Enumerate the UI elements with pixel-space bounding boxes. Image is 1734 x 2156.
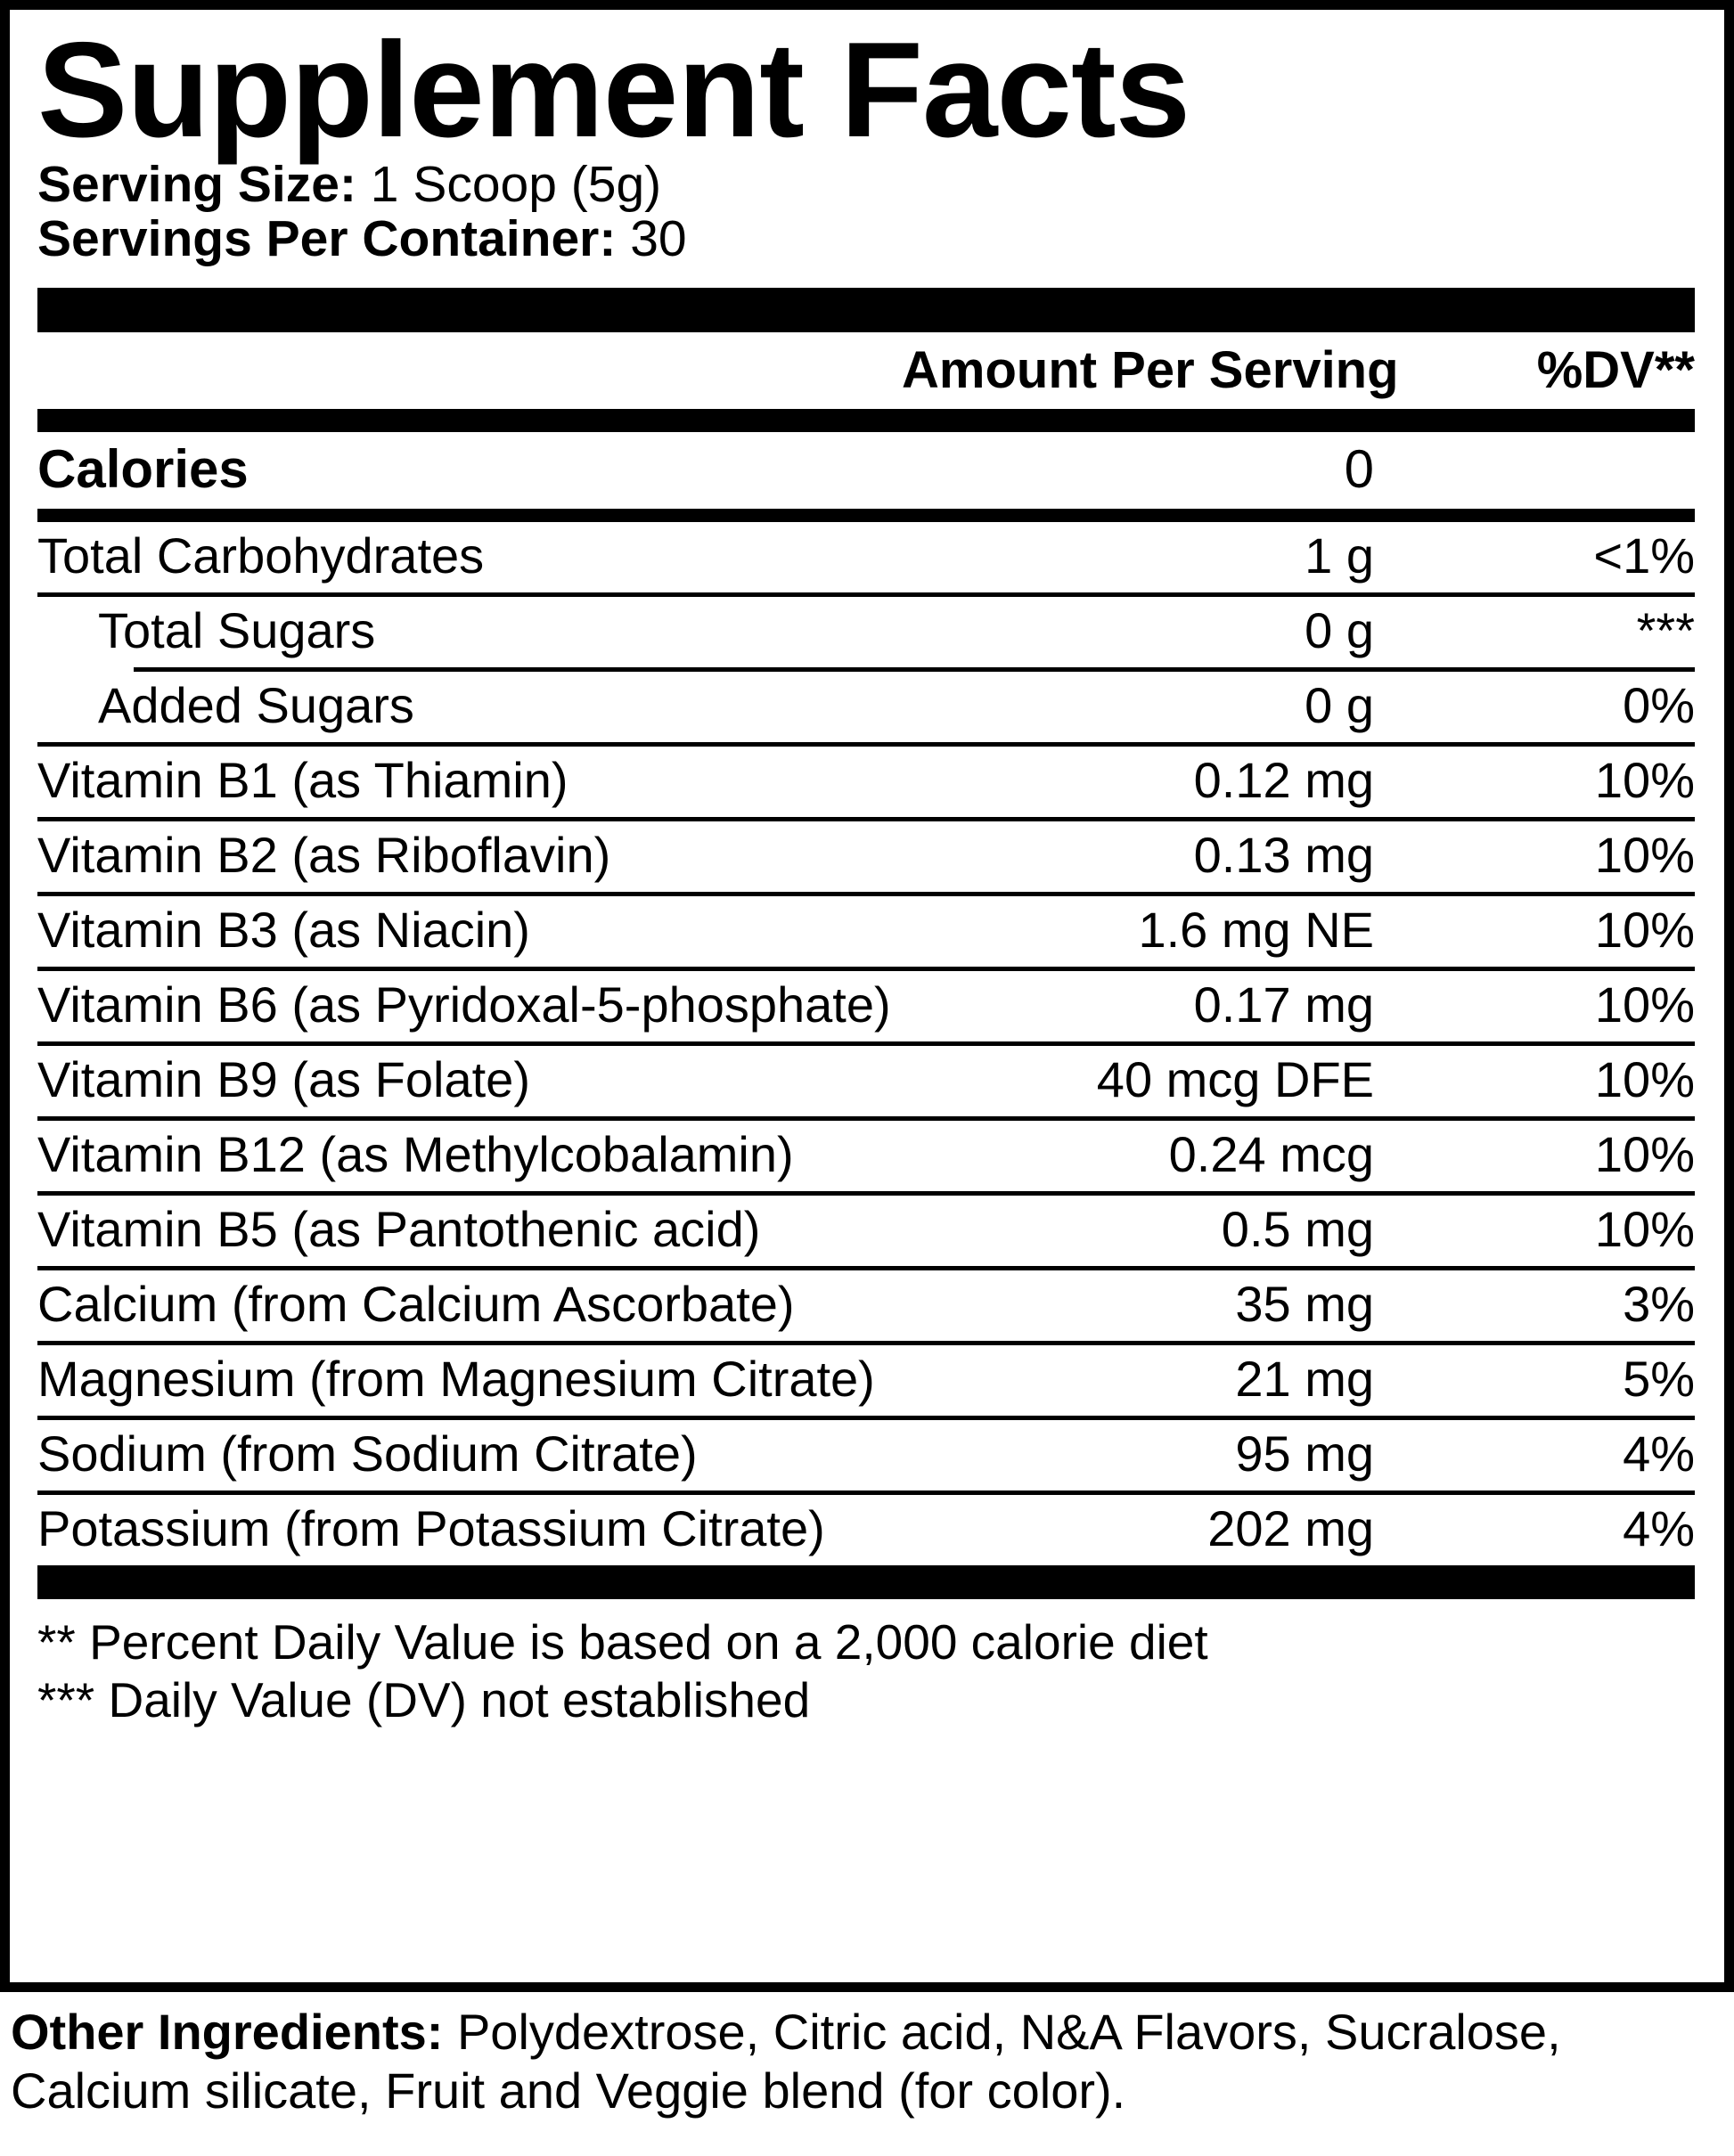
other-ingredients-label: Other Ingredients: (11, 2004, 444, 2060)
row-divider (37, 1415, 1695, 1420)
nutrient-name: Calcium (from Calcium Ascorbate) (37, 1275, 795, 1332)
row-divider (37, 1190, 1695, 1196)
nutrient-dv: 10% (1594, 1050, 1695, 1107)
row-divider (37, 966, 1695, 971)
nutrient-dv: 4% (1623, 1425, 1695, 1482)
table-row: Vitamin B1 (as Thiamin) 0.12 mg 10% (37, 747, 1695, 817)
other-ingredients-text: Polydextrose, Citric acid, N&A Flavors, … (11, 2004, 1561, 2119)
nutrient-name: Vitamin B9 (as Folate) (37, 1050, 530, 1107)
table-row: Vitamin B9 (as Folate) 40 mcg DFE 10% (37, 1046, 1695, 1116)
servings-per-container-line: Servings Per Container: 30 (37, 209, 1703, 267)
nutrient-dv: *** (1636, 601, 1695, 658)
nutrient-amount: 95 mg (1235, 1425, 1374, 1482)
nutrient-name: Vitamin B2 (as Riboflavin) (37, 826, 611, 883)
row-divider (37, 1490, 1695, 1495)
nutrient-name: Total Carbohydrates (37, 527, 485, 584)
calories-row: Calories 0 (37, 432, 1695, 509)
nutrient-amount: 0.24 mcg (1168, 1125, 1374, 1182)
nutrient-amount: 0.5 mg (1221, 1200, 1374, 1257)
table-row: Vitamin B3 (as Niacin) 1.6 mg NE 10% (37, 896, 1695, 967)
table-row: Vitamin B2 (as Riboflavin) 0.13 mg 10% (37, 821, 1695, 892)
page-title: Supplement Facts (37, 14, 1190, 166)
table-row: Potassium (from Potassium Citrate) 202 mg… (37, 1495, 1695, 1565)
nutrient-dv: <1% (1593, 527, 1695, 584)
nutrient-dv: 10% (1594, 901, 1695, 958)
footnotes: ** Percent Daily Value is based on a 2,0… (37, 1599, 1703, 1729)
table-row: Magnesium (from Magnesium Citrate) 21 mg 5… (37, 1345, 1695, 1416)
row-divider (134, 666, 1695, 672)
nutrient-amount: 1 g (1305, 527, 1374, 584)
nutrient-amount: 0 g (1305, 601, 1374, 658)
servings-per-container-label: Servings Per Container: (37, 209, 617, 267)
header-percent-dv: %DV** (1536, 340, 1695, 399)
nutrient-name: Vitamin B12 (as Methylcobalamin) (37, 1125, 794, 1182)
row-divider (37, 816, 1695, 821)
nutrient-dv: 4% (1623, 1499, 1695, 1556)
calories-amount: 0 (1344, 438, 1374, 499)
nutrient-dv: 10% (1594, 1200, 1695, 1257)
nutrient-amount: 1.6 mg NE (1138, 901, 1374, 958)
row-divider (37, 741, 1695, 747)
nutrient-amount: 0.12 mg (1193, 751, 1374, 808)
table-row: Added Sugars 0 g 0% (37, 672, 1695, 742)
table-row: Sodium (from Sodium Citrate) 95 mg 4% (37, 1420, 1695, 1490)
table-row: Vitamin B5 (as Pantothenic acid) 0.5 mg 10… (37, 1196, 1695, 1266)
nutrient-dv: 10% (1594, 826, 1695, 883)
nutrient-name: Vitamin B6 (as Pyridoxal-5-phosphate) (37, 976, 891, 1033)
nutrient-amount: 35 mg (1235, 1275, 1374, 1332)
other-ingredients: Other Ingredients: Polydextrose, Citric … (11, 2003, 1730, 2120)
row-divider (37, 1265, 1695, 1270)
nutrient-dv: 0% (1623, 676, 1695, 733)
table-row: Vitamin B12 (as Methylcobalamin) 0.24 mcg… (37, 1121, 1695, 1191)
row-divider (37, 1041, 1695, 1046)
nutrient-dv: 3% (1623, 1275, 1695, 1332)
table-row: Total Sugars 0 g *** (37, 597, 1695, 667)
divider-footer (37, 1564, 1695, 1599)
serving-size-value: 1 Scoop (5g) (370, 156, 662, 213)
nutrient-name: Vitamin B1 (as Thiamin) (37, 751, 568, 808)
servings-per-container-value: 30 (630, 209, 687, 267)
nutrient-amount: 0 g (1305, 676, 1374, 733)
nutrient-amount: 0.17 mg (1193, 976, 1374, 1033)
footnote-dv-not-established: *** Daily Value (DV) not established (37, 1671, 811, 1727)
nutrient-name: Total Sugars (98, 601, 376, 658)
nutrient-rows: Total Carbohydrates 1 g <1% Total Sugars 0 g… (37, 522, 1703, 1565)
nutrient-amount: 202 mg (1207, 1499, 1374, 1556)
nutrient-name: Added Sugars (98, 676, 414, 733)
header-amount-per-serving: Amount Per Serving (902, 340, 1399, 399)
calories-label: Calories (37, 438, 249, 499)
row-divider (37, 1340, 1695, 1345)
nutrient-dv: 10% (1594, 751, 1695, 808)
panel-content: Supplement Facts Serving Size: 1 Scoop (… (37, 10, 1703, 1729)
supplement-facts-panel: Supplement Facts Serving Size: 1 Scoop (… (0, 0, 1734, 1992)
nutrient-dv: 10% (1594, 976, 1695, 1033)
serving-size-label: Serving Size: (37, 156, 356, 213)
row-divider (37, 891, 1695, 896)
serving-size-line: Serving Size: 1 Scoop (5g) (37, 158, 1703, 212)
divider-under-header (37, 408, 1695, 432)
row-divider (37, 1115, 1695, 1121)
nutrient-amount: 0.13 mg (1193, 826, 1374, 883)
divider-thick-top (37, 287, 1695, 332)
nutrient-name: Sodium (from Sodium Citrate) (37, 1425, 698, 1482)
row-divider (37, 592, 1695, 597)
nutrient-amount: 40 mcg DFE (1096, 1050, 1374, 1107)
footnote-percent-dv: ** Percent Daily Value is based on a 2,0… (37, 1613, 1208, 1670)
table-row: Vitamin B6 (as Pyridoxal-5-phosphate) 0.1… (37, 971, 1695, 1041)
nutrient-dv: 5% (1623, 1350, 1695, 1407)
table-row: Total Carbohydrates 1 g <1% (37, 522, 1695, 592)
nutrient-amount: 21 mg (1235, 1350, 1374, 1407)
table-row: Calcium (from Calcium Ascorbate) 35 mg 3% (37, 1270, 1695, 1341)
nutrient-name: Potassium (from Potassium Citrate) (37, 1499, 825, 1556)
table-header-row: Amount Per Serving %DV** (37, 332, 1695, 409)
nutrient-name: Vitamin B5 (as Pantothenic acid) (37, 1200, 761, 1257)
divider-under-calories (37, 508, 1695, 522)
nutrient-name: Vitamin B3 (as Niacin) (37, 901, 530, 958)
nutrient-name: Magnesium (from Magnesium Citrate) (37, 1350, 875, 1407)
nutrient-dv: 10% (1594, 1125, 1695, 1182)
